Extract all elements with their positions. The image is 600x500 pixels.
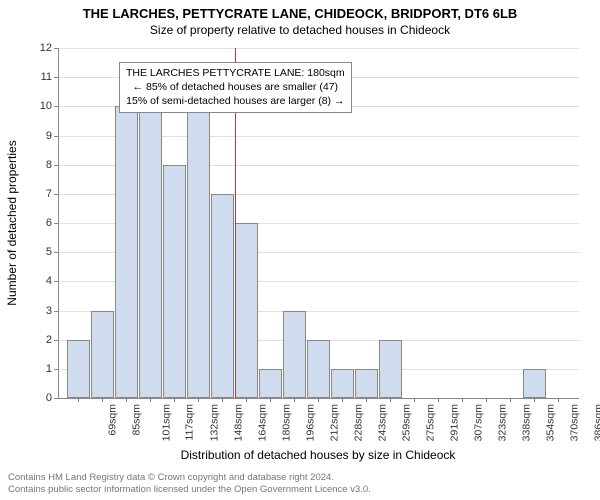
xtick-mark	[102, 398, 103, 402]
ytick-mark	[54, 398, 58, 399]
ytick-mark	[54, 106, 58, 107]
xtick-label: 323sqm	[496, 404, 508, 441]
bar	[235, 223, 258, 398]
xtick-mark	[78, 398, 79, 402]
xtick-label: 370sqm	[568, 404, 580, 441]
x-axis-label: Distribution of detached houses by size …	[58, 448, 578, 462]
ytick-label: 10	[22, 100, 52, 112]
xtick-label: 259sqm	[400, 404, 412, 441]
xtick-label: 243sqm	[376, 404, 388, 441]
xtick-mark	[246, 398, 247, 402]
annotation-line-2: ← 85% of detached houses are smaller (47…	[126, 80, 345, 94]
xtick-label: 117sqm	[183, 404, 195, 441]
bar	[187, 106, 210, 398]
xtick-label: 196sqm	[304, 404, 316, 441]
xtick-mark	[270, 398, 271, 402]
ytick-label: 4	[22, 275, 52, 287]
chart-subtitle: Size of property relative to detached ho…	[0, 21, 600, 37]
chart-area: THE LARCHES PETTYCRATE LANE: 180sqm ← 85…	[58, 48, 578, 398]
xtick-label: 69sqm	[106, 404, 118, 436]
bar	[259, 369, 282, 398]
ytick-label: 2	[22, 334, 52, 346]
xtick-mark	[342, 398, 343, 402]
annotation-line-3: 15% of semi-detached houses are larger (…	[126, 94, 345, 108]
ytick-mark	[54, 281, 58, 282]
bar	[523, 369, 546, 398]
ytick-mark	[54, 311, 58, 312]
ytick-label: 7	[22, 188, 52, 200]
xtick-mark	[294, 398, 295, 402]
ytick-label: 8	[22, 159, 52, 171]
y-axis-label: Number of detached properties	[5, 140, 19, 305]
xtick-mark	[150, 398, 151, 402]
xtick-mark	[414, 398, 415, 402]
xtick-label: 85sqm	[130, 404, 142, 436]
ytick-mark	[54, 165, 58, 166]
xtick-mark	[366, 398, 367, 402]
xtick-label: 275sqm	[424, 404, 436, 441]
chart-title: THE LARCHES, PETTYCRATE LANE, CHIDEOCK, …	[0, 0, 600, 21]
bar	[283, 311, 306, 399]
footer-line-1: Contains HM Land Registry data © Crown c…	[8, 472, 371, 484]
bar	[211, 194, 234, 398]
xtick-label: 338sqm	[520, 404, 532, 441]
xtick-label: 354sqm	[544, 404, 556, 441]
bar	[163, 165, 186, 398]
annotation-box: THE LARCHES PETTYCRATE LANE: 180sqm ← 85…	[119, 62, 352, 113]
xtick-mark	[126, 398, 127, 402]
footer-line-2: Contains public sector information licen…	[8, 484, 371, 496]
xtick-mark	[222, 398, 223, 402]
ytick-label: 1	[22, 363, 52, 375]
xtick-label: 307sqm	[472, 404, 484, 441]
annotation-line-1: THE LARCHES PETTYCRATE LANE: 180sqm	[126, 66, 345, 80]
bar	[379, 340, 402, 398]
bar	[115, 106, 138, 398]
xtick-mark	[534, 398, 535, 402]
xtick-mark	[510, 398, 511, 402]
footer-attribution: Contains HM Land Registry data © Crown c…	[8, 472, 371, 496]
ytick-mark	[54, 223, 58, 224]
xtick-label: 228sqm	[352, 404, 364, 441]
xtick-mark	[198, 398, 199, 402]
xtick-mark	[318, 398, 319, 402]
xtick-mark	[558, 398, 559, 402]
bar	[67, 340, 90, 398]
xtick-label: 164sqm	[256, 404, 268, 441]
ytick-label: 12	[22, 42, 52, 54]
bar	[139, 106, 162, 398]
xtick-mark	[462, 398, 463, 402]
ytick-label: 9	[22, 130, 52, 142]
xtick-label: 386sqm	[592, 404, 600, 441]
xtick-label: 132sqm	[208, 404, 220, 441]
ytick-mark	[54, 369, 58, 370]
bar	[91, 311, 114, 399]
ytick-mark	[54, 48, 58, 49]
ytick-mark	[54, 194, 58, 195]
xtick-mark	[174, 398, 175, 402]
xtick-mark	[438, 398, 439, 402]
bar	[331, 369, 354, 398]
xtick-mark	[390, 398, 391, 402]
ytick-label: 3	[22, 305, 52, 317]
xtick-label: 101sqm	[160, 404, 172, 441]
ytick-label: 6	[22, 217, 52, 229]
xtick-label: 148sqm	[232, 404, 244, 441]
ytick-mark	[54, 77, 58, 78]
xtick-label: 291sqm	[448, 404, 460, 441]
ytick-label: 5	[22, 246, 52, 258]
plot-region: THE LARCHES PETTYCRATE LANE: 180sqm ← 85…	[58, 48, 579, 399]
ytick-mark	[54, 340, 58, 341]
xtick-label: 180sqm	[280, 404, 292, 441]
xtick-mark	[486, 398, 487, 402]
ytick-label: 0	[22, 392, 52, 404]
bar	[355, 369, 378, 398]
ytick-mark	[54, 136, 58, 137]
ytick-label: 11	[22, 71, 52, 83]
bar	[307, 340, 330, 398]
ytick-mark	[54, 252, 58, 253]
xtick-label: 212sqm	[328, 404, 340, 441]
